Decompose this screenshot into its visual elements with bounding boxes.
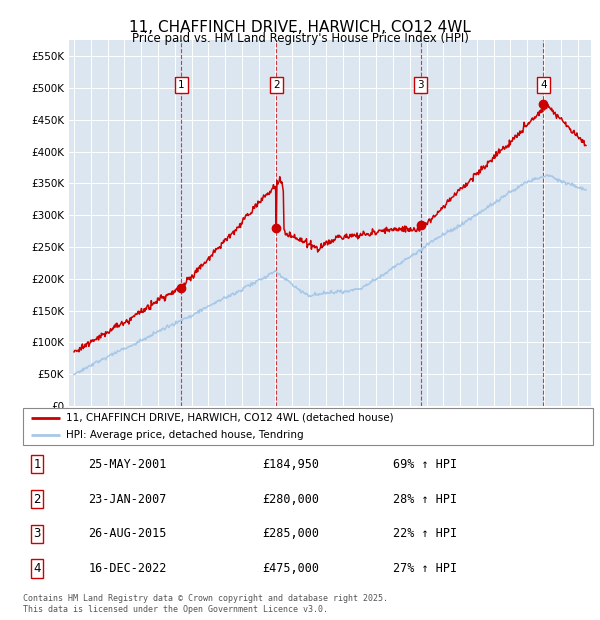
Text: 4: 4 bbox=[540, 80, 547, 90]
Text: 23-JAN-2007: 23-JAN-2007 bbox=[88, 493, 167, 505]
Text: 69% ↑ HPI: 69% ↑ HPI bbox=[394, 458, 457, 471]
Text: HPI: Average price, detached house, Tendring: HPI: Average price, detached house, Tend… bbox=[65, 430, 303, 440]
Text: 22% ↑ HPI: 22% ↑ HPI bbox=[394, 528, 457, 540]
Text: 3: 3 bbox=[418, 80, 424, 90]
Text: £475,000: £475,000 bbox=[262, 562, 319, 575]
FancyBboxPatch shape bbox=[23, 408, 593, 445]
Text: Contains HM Land Registry data © Crown copyright and database right 2025.
This d: Contains HM Land Registry data © Crown c… bbox=[23, 595, 388, 614]
Text: Price paid vs. HM Land Registry's House Price Index (HPI): Price paid vs. HM Land Registry's House … bbox=[131, 32, 469, 45]
Text: £280,000: £280,000 bbox=[262, 493, 319, 505]
Text: 1: 1 bbox=[34, 458, 41, 471]
Text: 28% ↑ HPI: 28% ↑ HPI bbox=[394, 493, 457, 505]
Text: 4: 4 bbox=[34, 562, 41, 575]
Text: £184,950: £184,950 bbox=[262, 458, 319, 471]
Text: 1: 1 bbox=[178, 80, 185, 90]
Text: 25-MAY-2001: 25-MAY-2001 bbox=[88, 458, 167, 471]
Text: 27% ↑ HPI: 27% ↑ HPI bbox=[394, 562, 457, 575]
Text: £285,000: £285,000 bbox=[262, 528, 319, 540]
Text: 3: 3 bbox=[34, 528, 41, 540]
Text: 2: 2 bbox=[273, 80, 280, 90]
Text: 16-DEC-2022: 16-DEC-2022 bbox=[88, 562, 167, 575]
Text: 2: 2 bbox=[34, 493, 41, 505]
Text: 11, CHAFFINCH DRIVE, HARWICH, CO12 4WL: 11, CHAFFINCH DRIVE, HARWICH, CO12 4WL bbox=[129, 20, 471, 35]
Text: 11, CHAFFINCH DRIVE, HARWICH, CO12 4WL (detached house): 11, CHAFFINCH DRIVE, HARWICH, CO12 4WL (… bbox=[65, 413, 393, 423]
Text: 26-AUG-2015: 26-AUG-2015 bbox=[88, 528, 167, 540]
